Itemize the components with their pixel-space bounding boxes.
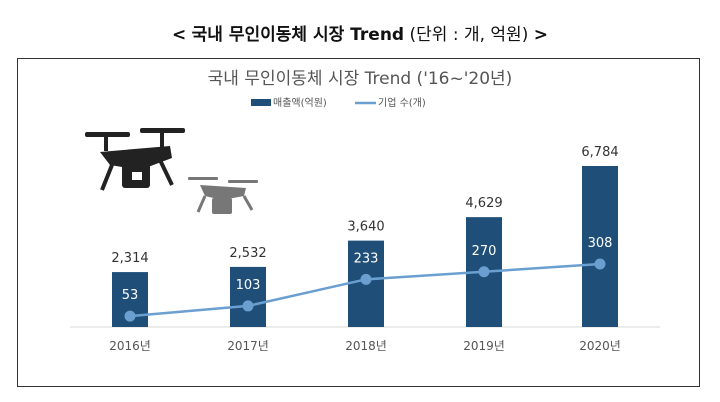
x-tick-label: 2017년 bbox=[227, 339, 269, 353]
chart-title: 국내 무인이동체 시장 Trend ('16~'20년) bbox=[208, 69, 513, 89]
heading-unit: (단위 : 개, 억원) bbox=[409, 25, 529, 45]
heading-left: < bbox=[172, 25, 187, 45]
heading-title: 국내 무인이동체 시장 Trend bbox=[191, 25, 405, 45]
line-point bbox=[242, 300, 254, 312]
x-tick-label: 2019년 bbox=[463, 339, 505, 353]
bar-data-label: 3,640 bbox=[347, 220, 384, 235]
line-data-label: 103 bbox=[236, 278, 261, 293]
x-tick-label: 2018년 bbox=[345, 339, 387, 353]
drone-icon-small bbox=[188, 177, 258, 214]
heading-right: > bbox=[533, 25, 548, 45]
line-point bbox=[594, 258, 606, 270]
bar bbox=[230, 266, 266, 327]
legend: 매출액(억원) 기업 수(개) bbox=[251, 96, 426, 109]
x-tick-label: 2020년 bbox=[579, 339, 621, 353]
page-heading: < 국내 무인이동체 시장 Trend (단위 : 개, 억원) > bbox=[0, 20, 720, 45]
chart-frame bbox=[17, 58, 700, 387]
bar-data-label: 6,784 bbox=[581, 145, 618, 160]
x-tick-label: 2016년 bbox=[109, 339, 151, 353]
line-data-label: 53 bbox=[122, 288, 139, 303]
legend-label-line: 기업 수(개) bbox=[378, 96, 426, 109]
line-point bbox=[478, 266, 490, 278]
line-data-label: 233 bbox=[354, 251, 379, 266]
bar-data-label: 4,629 bbox=[465, 196, 502, 211]
legend-swatch-bar bbox=[251, 99, 271, 106]
bar-data-label: 2,532 bbox=[229, 246, 266, 261]
legend-label-bar: 매출액(억원) bbox=[273, 97, 327, 109]
drone-icon-large bbox=[85, 128, 185, 191]
line-data-label: 270 bbox=[472, 244, 497, 259]
line-point bbox=[360, 273, 372, 285]
line-data-label: 308 bbox=[588, 236, 613, 251]
bar-data-label: 2,314 bbox=[111, 251, 148, 266]
bar bbox=[582, 166, 618, 327]
line-point bbox=[124, 310, 136, 322]
